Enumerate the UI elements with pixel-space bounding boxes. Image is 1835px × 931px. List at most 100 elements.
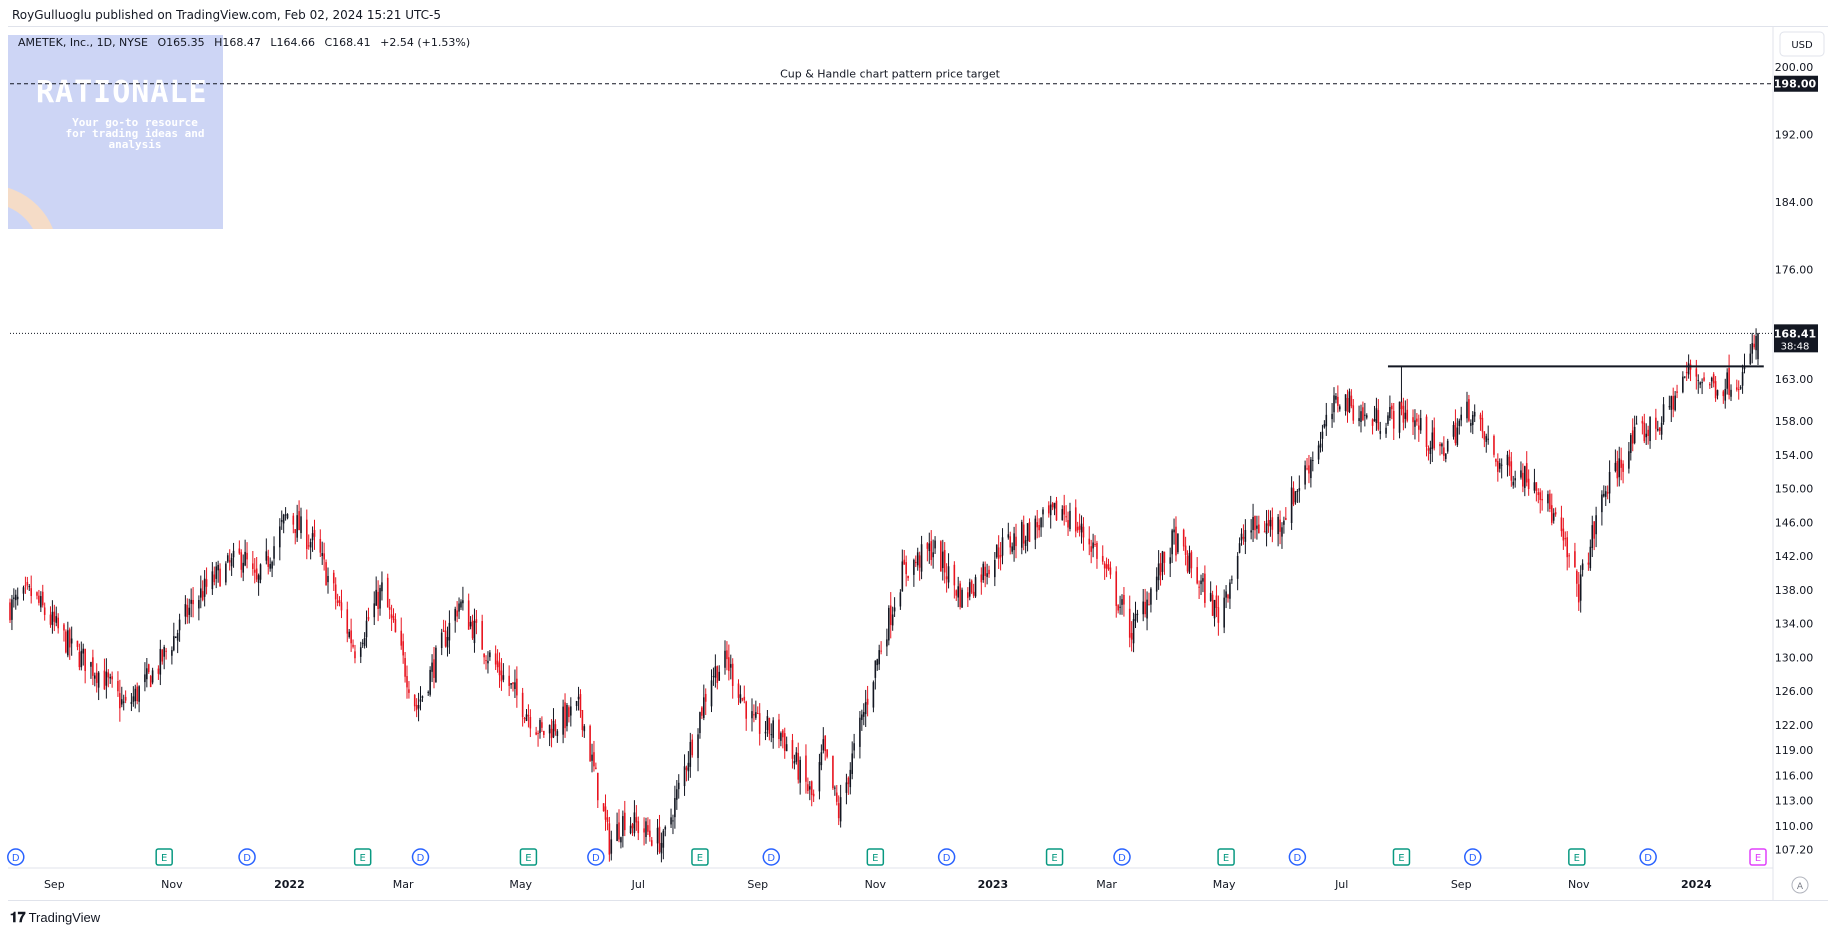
legend-high: H168.47 xyxy=(214,36,261,49)
candle-body xyxy=(1591,525,1594,548)
candle-body xyxy=(253,569,256,573)
candle-body xyxy=(217,564,219,571)
candle-body xyxy=(1576,570,1578,584)
y-tick-label: 138.00 xyxy=(1775,584,1814,597)
candle-body xyxy=(496,660,499,668)
candle-body xyxy=(926,543,929,549)
candle-body xyxy=(1078,525,1081,530)
candle-body xyxy=(1134,613,1137,621)
candle-body xyxy=(292,515,295,525)
y-tick-label: 116.00 xyxy=(1775,769,1814,782)
candle-body xyxy=(994,559,996,578)
candle-body xyxy=(1258,524,1260,534)
tradingview-logo[interactable]: 𝟏𝟕 TradingView xyxy=(10,909,100,926)
candle-body xyxy=(822,739,825,751)
candle-body xyxy=(716,666,719,683)
candle-body xyxy=(361,642,364,644)
candle-body xyxy=(1635,423,1638,425)
candle-body xyxy=(656,827,659,844)
candle-body xyxy=(417,704,420,709)
candle-body xyxy=(41,591,44,606)
candle-body xyxy=(373,603,376,618)
earnings-event-marker xyxy=(1568,848,1586,866)
candle-body xyxy=(1042,509,1044,515)
legend-close: C168.41 xyxy=(324,36,371,49)
y-tick-label: 146.00 xyxy=(1775,516,1814,529)
candle-body xyxy=(670,817,672,825)
candle-body xyxy=(974,577,977,597)
candle-body xyxy=(157,668,160,674)
candle-body xyxy=(508,675,510,686)
candle-body xyxy=(1090,546,1092,552)
candle-body xyxy=(63,624,65,631)
candle-body xyxy=(240,552,243,570)
candle-body xyxy=(525,714,528,721)
candle-body xyxy=(375,589,377,606)
candle-body xyxy=(1169,557,1171,564)
candle-body xyxy=(1535,482,1538,491)
candle-body xyxy=(1229,582,1231,599)
candle-body xyxy=(365,620,368,638)
candle-body xyxy=(741,698,744,700)
candle-body xyxy=(431,662,433,672)
candle-body xyxy=(1223,597,1225,628)
candle-body xyxy=(1304,465,1306,485)
candle-body xyxy=(307,545,310,547)
candle-body xyxy=(1404,412,1407,419)
candle-body xyxy=(1525,463,1528,483)
candle-body xyxy=(606,817,609,822)
candle-body xyxy=(494,653,497,665)
candle-body xyxy=(685,767,688,770)
candle-body xyxy=(1123,594,1125,605)
candle-body xyxy=(940,541,942,572)
candle-body xyxy=(839,797,842,822)
dividend-event-marker xyxy=(238,848,256,866)
candle-body xyxy=(995,544,998,558)
candle-body xyxy=(1412,417,1414,423)
candle-body xyxy=(903,559,906,565)
candle-body xyxy=(132,696,135,702)
candle-body xyxy=(743,696,746,701)
candle-body xyxy=(1352,405,1355,421)
candle-body xyxy=(1155,576,1158,592)
candle-body xyxy=(1728,368,1730,396)
candle-body xyxy=(1454,422,1457,444)
candle-body xyxy=(144,674,146,683)
candle-body xyxy=(1080,523,1083,533)
earnings-event-letter: E xyxy=(697,853,703,864)
candle-body xyxy=(1036,522,1039,528)
candle-body xyxy=(1294,491,1297,503)
candle-body xyxy=(837,803,840,819)
candle-body xyxy=(737,683,740,698)
candle-body xyxy=(498,662,501,676)
candle-body xyxy=(564,702,566,729)
candle-body xyxy=(1630,435,1632,453)
candle-body xyxy=(1712,374,1715,384)
candle-body xyxy=(739,694,742,703)
candle-body xyxy=(1392,410,1395,429)
candle-body xyxy=(1446,440,1449,452)
candle-body xyxy=(845,782,848,793)
candle-body xyxy=(905,562,907,575)
candle-body xyxy=(1047,505,1050,514)
candle-body xyxy=(683,766,686,787)
candle-body xyxy=(267,556,270,567)
dividend-event-marker xyxy=(1639,848,1657,866)
candle-body xyxy=(1400,401,1403,410)
earnings-event-letter: E xyxy=(1223,853,1229,864)
candle-body xyxy=(1348,391,1351,413)
candle-body xyxy=(1360,411,1362,422)
candle-body xyxy=(119,693,121,709)
candle-body xyxy=(714,666,717,678)
candle-body xyxy=(1537,492,1540,496)
scroll-to-realtime-button[interactable] xyxy=(1791,876,1809,894)
symbol-name[interactable]: AMETEK, Inc., 1D, NYSE xyxy=(18,36,148,49)
candle-body xyxy=(1281,527,1283,537)
candle-body xyxy=(14,594,17,601)
candle-body xyxy=(1171,530,1173,555)
candle-body xyxy=(1643,422,1646,442)
x-tick-label: Nov xyxy=(1568,878,1590,891)
candle-body xyxy=(1683,376,1686,378)
candle-body xyxy=(1055,500,1058,521)
